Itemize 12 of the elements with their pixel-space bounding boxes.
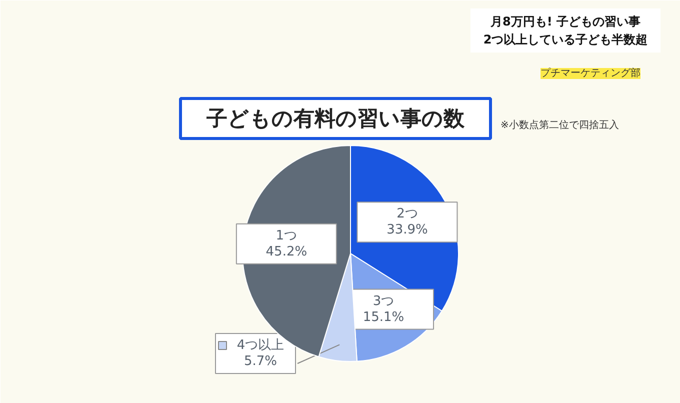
data-label: 33.9% [386,222,428,238]
data-label: 45.2% [266,244,308,260]
chart-title: 子どもの有料の習い事の数 [206,106,466,130]
text: プチマーケティング部 [540,67,640,79]
legend-label: 4つ以上 [236,338,284,353]
slice-label: 2つ [396,206,418,222]
data-label: 15.1% [362,310,404,325]
data-label: 5.7% [244,354,278,369]
text: ※小数点第二位で四捨五入 [500,119,619,131]
slice-label: 3つ [372,294,394,309]
text: 月8万円も! 子どもの習い事 2つ以上している子ども半数超 [483,14,648,47]
slice-label: 1つ [276,228,298,244]
